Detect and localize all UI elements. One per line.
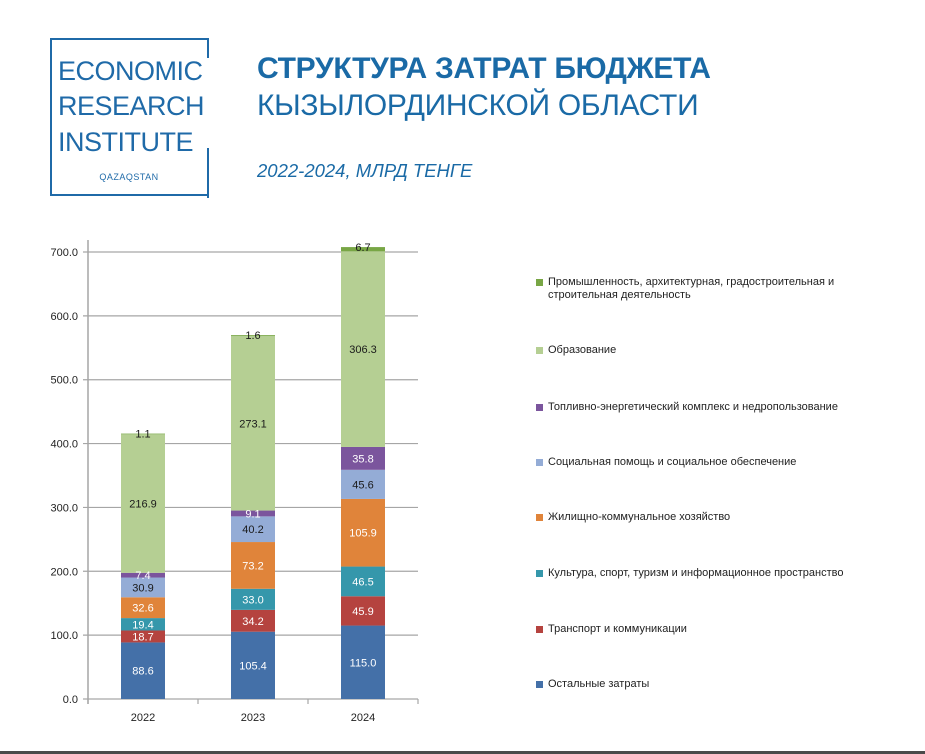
bar-segment <box>341 625 385 699</box>
legend-item: Культура, спорт, туризм и информационное… <box>536 567 844 580</box>
bar-segment <box>341 251 385 447</box>
legend-label: Жилищно-коммунальное хозяйство <box>548 511 731 523</box>
bar-segment <box>121 572 165 578</box>
legend-swatch-icon <box>536 626 543 633</box>
data-label: 30.9 <box>132 582 153 594</box>
data-label: 32.6 <box>132 603 153 615</box>
legend-label: Образование <box>548 344 617 356</box>
legend-label: Культура, спорт, туризм и информационное… <box>548 567 844 579</box>
bar-segment <box>231 516 275 543</box>
bar-segment <box>341 247 385 252</box>
logo-frame-right-bottom <box>207 148 209 198</box>
bottom-divider <box>0 751 925 754</box>
data-label: 19.4 <box>132 619 153 631</box>
logo-frame-right-top <box>207 38 209 58</box>
bar-segment <box>231 588 275 610</box>
data-label: 1.6 <box>245 330 260 342</box>
legend-item: Транспорт и коммуникации <box>536 623 687 636</box>
data-label: 105.9 <box>349 528 377 540</box>
data-label: 35.8 <box>352 453 373 465</box>
bar-segment <box>341 596 385 626</box>
data-label: 6.7 <box>355 242 370 254</box>
legend-swatch-icon <box>536 570 543 577</box>
y-tick-label: 200.0 <box>50 566 78 578</box>
data-label: 88.6 <box>132 666 153 678</box>
bar-segment <box>341 446 385 470</box>
y-tick-label: 700.0 <box>50 247 78 259</box>
legend-swatch-icon <box>536 347 543 354</box>
y-tick-label: 100.0 <box>50 630 78 642</box>
page-subtitle: 2022-2024, МЛРД ТЕНГЕ <box>257 160 473 181</box>
logo-line-2: RESEARCH <box>58 91 205 121</box>
data-label: 273.1 <box>239 418 267 430</box>
logo-line-1: ECONOMIC <box>58 56 203 86</box>
x-tick-label: 2022 <box>131 712 155 724</box>
data-label: 46.5 <box>352 576 373 588</box>
data-label: 34.2 <box>242 616 263 628</box>
bar-segment <box>231 631 275 699</box>
y-tick-label: 300.0 <box>50 502 78 514</box>
legend-label: Промышленность, архитектурная, градостро… <box>548 276 835 301</box>
x-tick-label: 2023 <box>241 712 265 724</box>
data-label: 45.9 <box>352 606 373 618</box>
legend-label: Остальные затраты <box>548 678 650 690</box>
data-label: 216.9 <box>129 499 157 511</box>
data-label: 105.4 <box>239 660 267 672</box>
legend-item: Остальные затраты <box>536 678 649 691</box>
legend-label: Топливно-энергетический комплекс и недро… <box>548 401 838 413</box>
legend-swatch-icon <box>536 404 543 411</box>
bar-segment <box>121 577 165 598</box>
legend-item: Топливно-энергетический комплекс и недро… <box>536 401 838 414</box>
data-label: 33.0 <box>242 594 263 606</box>
data-label: 306.3 <box>349 344 377 356</box>
data-label: 18.7 <box>132 631 153 643</box>
page-title-regular: КЫЗЫЛОРДИНСКОЙ ОБЛАСТИ <box>257 89 699 122</box>
data-label: 115.0 <box>350 657 377 669</box>
bar-segment <box>341 469 385 499</box>
legend-item: Образование <box>536 344 616 357</box>
bar-segment <box>341 566 385 597</box>
bar-segment <box>121 630 165 643</box>
legend-label: Социальная помощь и социальное обеспечен… <box>548 456 797 468</box>
logo-frame <box>50 38 208 196</box>
data-label: 9.1 <box>245 508 260 520</box>
legend-item: Социальная помощь и социальное обеспечен… <box>536 456 796 469</box>
bar-segment <box>231 609 275 632</box>
bar-segment <box>121 433 165 435</box>
bar-segment <box>341 498 385 567</box>
data-label: 73.2 <box>242 560 263 572</box>
x-tick-label: 2024 <box>351 712 375 724</box>
y-tick-label: 500.0 <box>50 375 78 387</box>
bar-segment <box>231 336 275 511</box>
legend-swatch-icon <box>536 514 543 521</box>
data-label: 45.6 <box>352 479 373 491</box>
legend-item: Жилищно-коммунальное хозяйство <box>536 511 730 524</box>
bar-segment <box>121 597 165 619</box>
logo-line-3: INSTITUTE <box>58 127 194 157</box>
y-tick-label: 600.0 <box>50 311 78 323</box>
bar-segment <box>231 542 275 589</box>
page-title-bold: СТРУКТУРА ЗАТРАТ БЮДЖЕТА <box>257 52 711 85</box>
logo-subtitle: QAZAQSTAN <box>99 172 159 182</box>
legend-item: Промышленность, архитектурная, градостро… <box>536 276 858 302</box>
data-label: 40.2 <box>242 524 263 536</box>
bar-segment <box>121 618 165 631</box>
bar-segment <box>121 642 165 699</box>
legend-swatch-icon <box>536 459 543 466</box>
data-label: 7.4 <box>135 570 150 582</box>
y-tick-label: 0.0 <box>63 694 78 706</box>
bar-segment <box>231 335 275 337</box>
legend-swatch-icon <box>536 681 543 688</box>
legend-swatch-icon <box>536 279 543 286</box>
data-label: 1.1 <box>135 429 150 441</box>
bar-segment <box>231 510 275 517</box>
legend-label: Транспорт и коммуникации <box>548 623 687 635</box>
y-tick-label: 400.0 <box>50 439 78 451</box>
bar-segment <box>121 434 165 573</box>
